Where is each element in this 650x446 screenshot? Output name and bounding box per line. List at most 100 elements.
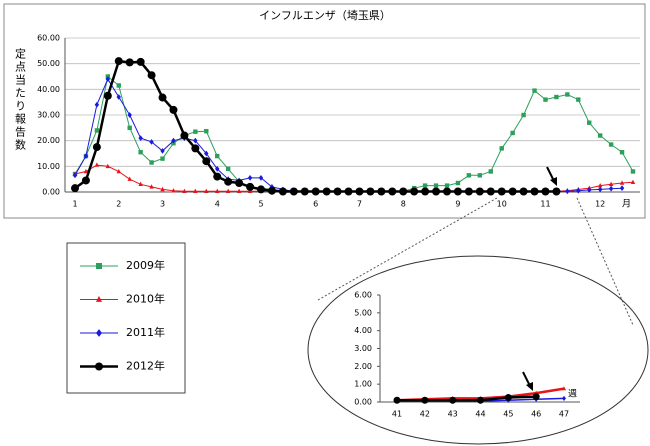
data-point [619, 150, 625, 155]
data-point [597, 186, 603, 193]
y-tick-label: 4.00 [354, 326, 372, 335]
data-point [311, 187, 320, 196]
x-tick-label: 1 [72, 200, 77, 209]
x-tick-label: 3 [160, 200, 165, 209]
x-tick-label: 42 [420, 410, 430, 419]
data-point [235, 179, 244, 188]
data-point [149, 160, 154, 165]
data-point [344, 187, 353, 196]
series-line [74, 164, 634, 192]
data-point [608, 185, 614, 192]
data-point [532, 393, 540, 401]
data-point [377, 187, 386, 196]
legend-label: 2010年 [126, 292, 165, 306]
y-tick-label: 30.00 [37, 111, 60, 120]
data-point [421, 187, 430, 196]
zoom-guide [576, 197, 634, 326]
data-point [258, 175, 264, 181]
data-point [562, 386, 566, 391]
y-tick-label: 1.00 [354, 380, 372, 389]
data-point [213, 172, 222, 181]
data-point [127, 125, 132, 131]
x-tick-label: 45 [503, 410, 513, 419]
arrow [522, 371, 533, 391]
data-point [215, 188, 220, 193]
data-point [225, 166, 231, 172]
data-point [246, 182, 255, 191]
data-point [225, 188, 231, 193]
data-point [125, 58, 134, 67]
data-point [136, 57, 145, 66]
data-point [300, 187, 309, 196]
data-point [565, 188, 570, 195]
series-line [74, 75, 634, 192]
data-point [83, 168, 89, 174]
data-point [530, 187, 539, 196]
data-point [554, 94, 559, 100]
data-point [191, 144, 200, 153]
data-point [388, 187, 397, 196]
data-point [193, 129, 198, 134]
data-point [278, 187, 287, 196]
data-point [114, 57, 123, 66]
inset-x-axis-unit: 週 [568, 389, 577, 400]
data-point [443, 187, 451, 196]
data-point [224, 177, 233, 186]
data-point [72, 172, 78, 179]
data-point [488, 169, 493, 174]
data-point [597, 182, 603, 188]
series-line [397, 395, 537, 402]
x-tick-label: 5 [258, 200, 263, 209]
data-point [464, 187, 473, 196]
data-point [180, 131, 189, 140]
x-tick-label: 41 [392, 410, 402, 419]
data-point [202, 157, 211, 166]
data-point [204, 128, 209, 134]
x-tick-label: 6 [313, 200, 318, 209]
x-tick-label: 47 [559, 410, 569, 419]
data-point [541, 187, 550, 196]
data-point [171, 188, 176, 193]
y-tick-label: 50.00 [37, 59, 60, 68]
legend-marker [96, 295, 102, 302]
data-point [444, 183, 450, 188]
x-tick-label: 12 [595, 200, 605, 209]
data-point [289, 187, 298, 196]
data-point [608, 181, 614, 187]
data-point [497, 187, 506, 196]
y-tick-label: 60.00 [37, 34, 60, 43]
y-tick-label: 5.00 [354, 308, 372, 317]
data-point [116, 94, 121, 100]
data-point [193, 188, 198, 193]
data-point [149, 184, 154, 189]
data-point [127, 176, 132, 181]
data-point [127, 112, 132, 118]
x-tick-label: 7 [357, 200, 362, 209]
y-tick-label: 0.00 [354, 398, 372, 407]
x-tick-label: 44 [475, 410, 485, 419]
y-tick-label: 0.00 [42, 188, 60, 197]
data-point [138, 135, 143, 141]
data-point [421, 396, 429, 404]
x-tick-label: 46 [531, 410, 541, 419]
data-point [105, 76, 111, 82]
data-point [182, 188, 187, 193]
data-point [562, 395, 566, 402]
y-axis-title: 定点当たり報告数 [14, 47, 27, 152]
data-point [160, 148, 165, 154]
arrow [546, 166, 557, 186]
data-point [267, 186, 276, 195]
x-tick-label: 4 [215, 200, 220, 209]
data-point [576, 187, 581, 194]
x-tick-label: 10 [497, 200, 507, 209]
x-tick-label: 43 [448, 410, 458, 419]
data-point [355, 187, 364, 196]
data-point [630, 169, 636, 174]
data-point [204, 188, 209, 193]
data-point [116, 83, 121, 88]
series-line [74, 59, 557, 193]
data-point [433, 183, 439, 188]
data-point [247, 175, 253, 181]
y-tick-label: 40.00 [37, 85, 60, 94]
